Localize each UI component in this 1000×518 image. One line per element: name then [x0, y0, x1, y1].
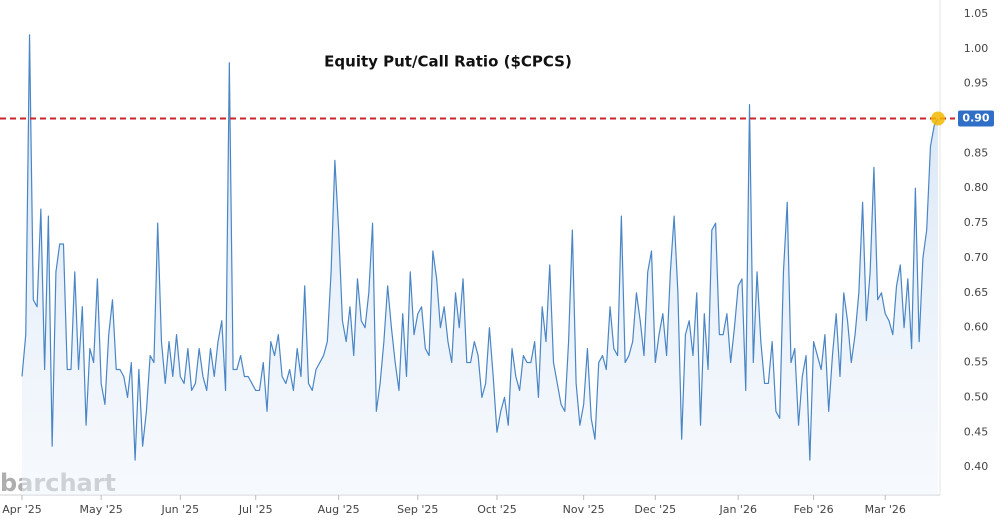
y-tick-label: 0.45 — [964, 425, 989, 438]
x-tick-label: Dec '25 — [634, 503, 676, 516]
y-tick-label: 0.80 — [964, 181, 989, 194]
area-fill — [22, 34, 938, 496]
x-tick-label: Jan '26 — [718, 503, 756, 516]
price-line — [21, 34, 939, 461]
x-tick-label: Oct '25 — [477, 503, 517, 516]
y-tick-label: 0.50 — [964, 390, 989, 403]
x-tick-label: Aug '25 — [318, 503, 360, 516]
y-tick-label: 1.05 — [964, 7, 989, 20]
y-tick-label: 0.60 — [964, 321, 989, 334]
y-tick-label: 0.85 — [964, 146, 989, 159]
y-tick-label: 0.55 — [964, 356, 989, 369]
chart-title: Equity Put/Call Ratio ($CPCS) — [324, 53, 572, 71]
x-tick-label: Nov '25 — [563, 503, 605, 516]
x-tick-label: Feb '26 — [794, 503, 834, 516]
last-point — [931, 111, 945, 126]
x-tick-label: Sep '25 — [397, 503, 438, 516]
x-tick-label: Mar '26 — [865, 503, 906, 516]
x-tick-label: May '25 — [80, 503, 123, 516]
value-tag — [958, 110, 994, 127]
y-tick-label: 0.70 — [964, 251, 989, 264]
y-tick-label: 0.95 — [964, 77, 989, 90]
value-tag-label: 0.90 — [962, 112, 989, 125]
x-tick-label: Jun '25 — [160, 503, 199, 516]
y-tick-label: 0.65 — [964, 286, 989, 299]
y-tick-label: 1.00 — [964, 42, 989, 55]
x-tick-label: Jul '25 — [238, 503, 273, 516]
y-tick-label: 0.75 — [964, 216, 989, 229]
x-tick-label: Apr '25 — [2, 503, 42, 516]
y-tick-label: 0.40 — [964, 460, 989, 473]
